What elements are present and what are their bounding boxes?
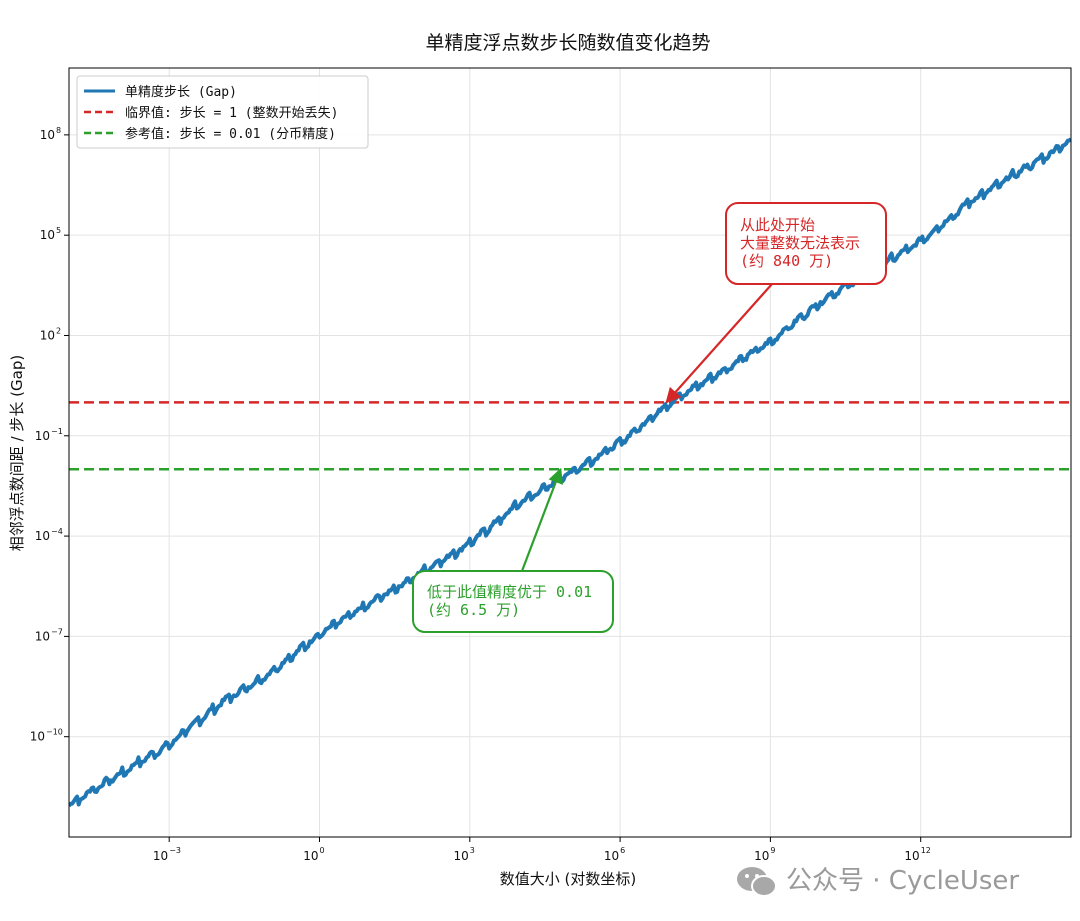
x-tick-label: 10 [604, 849, 619, 863]
watermark: 公众号 · CycleUser [737, 866, 1019, 897]
annotation-box-red [725, 202, 887, 285]
x-tick-exponent: 12 [921, 846, 931, 855]
watermark-text: 公众号 · CycleUser [786, 866, 1019, 896]
legend-label: 单精度步长 (Gap) [125, 84, 237, 100]
y-tick-label: 10 [35, 629, 50, 643]
x-tick-label: 10 [303, 849, 318, 863]
x-tick-label: 10 [754, 849, 769, 863]
y-tick-label: 10 [35, 529, 50, 543]
legend-label: 参考值: 步长 = 0.01 (分币精度) [125, 126, 336, 142]
y-tick-label: 10 [40, 228, 55, 242]
y-tick-exponent: −10 [46, 728, 63, 737]
x-tick-exponent: 0 [320, 846, 325, 855]
x-axis-ticks: 10 −3 10 0 10 3 10 6 10 9 10 12 [153, 837, 931, 863]
annotation-text-red: 从此处开始 [740, 216, 815, 234]
y-tick-label: 10 [40, 128, 55, 142]
annotation-arrow-green [520, 467, 563, 572]
legend-box [76, 75, 369, 149]
y-tick-exponent: −4 [51, 527, 63, 536]
y-tick-label: 10 [30, 730, 45, 744]
annotation-arrow-red [665, 283, 773, 404]
annotation-text-green: 低于此值精度优于 0.01 [427, 583, 592, 601]
annotation-text-green: (约 6.5 万) [427, 601, 520, 619]
y-tick-exponent: −7 [51, 627, 63, 636]
x-tick-label: 10 [904, 849, 919, 863]
y-tick-exponent: −1 [51, 427, 63, 436]
x-tick-exponent: 6 [620, 846, 625, 855]
x-tick-label: 10 [153, 849, 168, 863]
wechat-icon [737, 867, 777, 897]
y-axis-label: 相邻浮点数间距 / 步长 (Gap) [8, 355, 26, 551]
legend-label: 临界值: 步长 = 1 (整数开始丢失) [125, 105, 338, 121]
grid-lines [69, 68, 1071, 837]
annotation-text-red: (约 840 万) [740, 252, 833, 270]
annotation-box-green [412, 570, 614, 633]
chart-title: 单精度浮点数步长随数值变化趋势 [425, 32, 710, 54]
y-tick-exponent: 2 [56, 326, 61, 335]
x-tick-exponent: 3 [470, 846, 475, 855]
legend: 单精度步长 (Gap) 临界值: 步长 = 1 (整数开始丢失) 参考值: 步长 =… [76, 75, 369, 149]
reference-lines [69, 401, 1071, 471]
y-tick-label: 10 [40, 328, 55, 342]
y-tick-exponent: 8 [56, 126, 61, 135]
x-tick-exponent: 9 [770, 846, 775, 855]
y-tick-label: 10 [35, 429, 50, 443]
y-tick-exponent: 5 [56, 226, 61, 235]
x-tick-label: 10 [454, 849, 469, 863]
x-axis-label: 数值大小 (对数坐标) [500, 870, 636, 888]
x-tick-exponent: −3 [169, 846, 181, 855]
plot-frame [68, 67, 1072, 838]
annotation-text-red: 大量整数无法表示 [740, 234, 860, 252]
series-line-gap [69, 137, 1071, 808]
